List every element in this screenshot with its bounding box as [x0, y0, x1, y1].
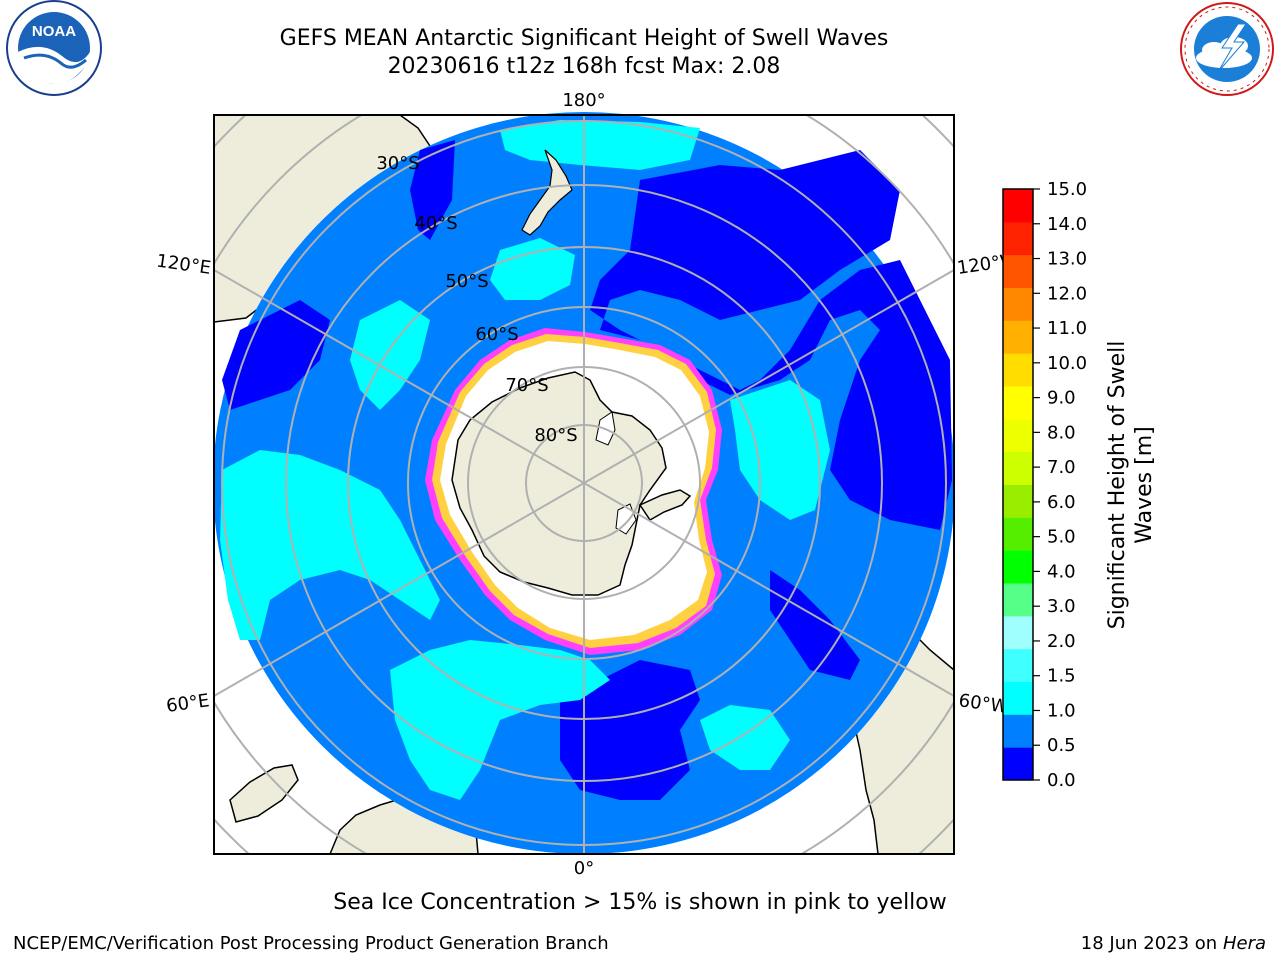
colorbar-bands: [1003, 189, 1033, 781]
colorbar-label-line2: Waves [m]: [1132, 426, 1157, 543]
madagascar-land: [229, 764, 299, 823]
colorbar-tick-label: 0.0: [1047, 770, 1076, 791]
colorbar-band: [1003, 583, 1033, 617]
graticule: [213, 115, 955, 854]
lat-label-80s: 80°S: [534, 425, 577, 446]
noaa-logo-text: NOAA: [32, 23, 76, 40]
colorbar-band: [1003, 287, 1033, 321]
colorbar-tick-label: 1.5: [1047, 666, 1076, 687]
colorbar-tick-label: 8.0: [1047, 422, 1076, 443]
noaa-logo: NOAA: [6, 0, 102, 96]
colorbar-band: [1003, 517, 1033, 551]
lat-label-50s: 50°S: [445, 271, 488, 292]
run-date: 18 Jun 2023 on Hera: [1081, 933, 1266, 954]
colorbar-tick-label: 4.0: [1047, 561, 1076, 582]
colorbar-tick-label: 12.0: [1047, 283, 1087, 304]
colorbar-tick-label: 1.0: [1047, 700, 1076, 721]
lat-label-70s: 70°S: [505, 375, 548, 396]
colorbar-band: [1003, 320, 1033, 354]
credit-line: NCEP/EMC/Verification Post Processing Pr…: [13, 933, 609, 954]
colorbar-band: [1003, 648, 1033, 682]
lat-label-30s: 30°S: [376, 153, 419, 174]
colorbar-band: [1003, 681, 1033, 715]
colorbar-band: [1003, 615, 1033, 650]
colorbar-tick-label: 2.0: [1047, 631, 1076, 652]
low-swell-regions: [222, 140, 952, 800]
map-frame: [213, 114, 955, 855]
colorbar-ticks: 15.0 14.0 13.0 12.0 11.0 10.0 9.0 8.0 7.0 6.0 5.0 4…: [1033, 179, 1087, 791]
map-title: GEFS MEAN Antarctic Significant Height o…: [279, 26, 889, 51]
colorbar-band: [1003, 747, 1033, 781]
colorbar-tick-label: 3.0: [1047, 596, 1076, 617]
run-host: Hera: [1222, 933, 1266, 954]
lon-label-0: 0°: [574, 858, 594, 879]
map-subtitle: 20230616 t12z 168h fcst Max: 2.08: [387, 54, 781, 79]
nws-logo: [1180, 2, 1274, 96]
colorbar-band: [1003, 484, 1033, 518]
lat-label-40s: 40°S: [414, 213, 457, 234]
colorbar-band: [1003, 451, 1033, 485]
colorbar-frame: [1002, 188, 1034, 781]
india-ocean-corner: [214, 730, 232, 780]
antarctic-peninsula: [638, 489, 692, 521]
colorbar-tick-label: 9.0: [1047, 388, 1076, 409]
colorbar-band: [1003, 550, 1033, 584]
colorbar-band: [1003, 221, 1033, 256]
colorbar-band: [1003, 353, 1033, 387]
colorbar-band: [1003, 418, 1033, 453]
lon-label-180: 180°: [562, 90, 605, 111]
colorbar-tick-label: 5.0: [1047, 527, 1076, 548]
colorbar-tick-label: 11.0: [1047, 318, 1087, 339]
colorbar-band: [1003, 189, 1033, 223]
colorbar-band: [1003, 386, 1033, 420]
colorbar-tick-label: 7.0: [1047, 457, 1076, 478]
colorbar-tick-label: 14.0: [1047, 214, 1087, 235]
colorbar-tick-label: 6.0: [1047, 492, 1076, 513]
new-zealand-land: [521, 149, 573, 236]
colorbar-band: [1003, 714, 1033, 748]
colorbar-tick-label: 13.0: [1047, 249, 1087, 270]
lat-label-60s: 60°S: [475, 324, 518, 345]
colorbar-tick-label: 10.0: [1047, 353, 1087, 374]
run-date-text: 18 Jun 2023 on: [1080, 933, 1218, 954]
colorbar-tick-label: 15.0: [1047, 179, 1087, 200]
sea-ice-note: Sea Ice Concentration > 15% is shown in …: [333, 890, 947, 915]
colorbar-label-line1: Significant Height of Swell: [1105, 341, 1130, 630]
colorbar-band: [1003, 254, 1033, 288]
colorbar-tick-label: 0.5: [1047, 735, 1076, 756]
